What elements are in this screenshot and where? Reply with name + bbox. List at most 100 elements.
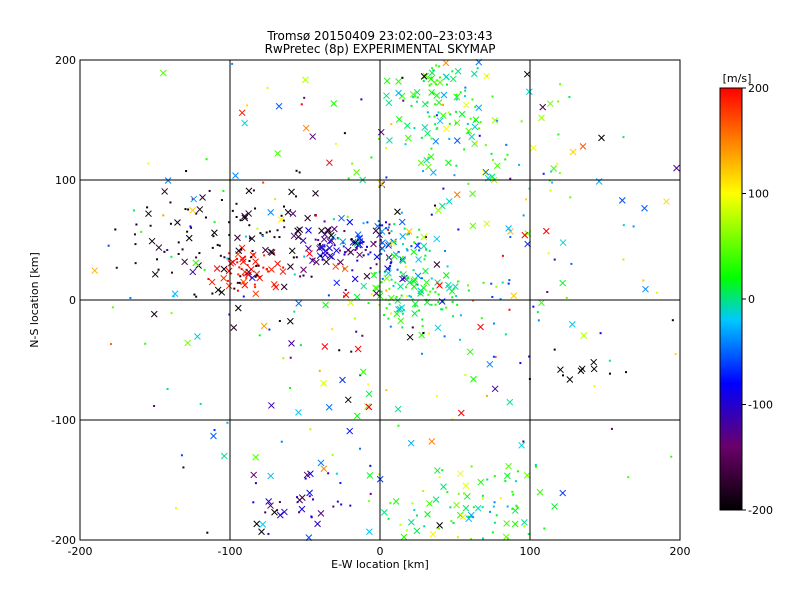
data-point <box>399 257 407 265</box>
data-point <box>298 171 301 174</box>
data-point <box>436 79 444 86</box>
data-point <box>380 508 388 516</box>
data-point <box>632 225 635 228</box>
data-point <box>431 67 434 70</box>
data-point <box>442 272 450 279</box>
data-point <box>265 268 268 271</box>
data-point <box>441 469 444 472</box>
data-point <box>420 284 428 292</box>
data-point <box>451 296 454 299</box>
data-point <box>421 325 424 328</box>
data-point <box>220 265 228 273</box>
data-point <box>411 276 418 283</box>
data-point <box>267 472 275 480</box>
data-point <box>274 260 281 268</box>
data-point <box>464 89 467 92</box>
data-point <box>278 236 281 239</box>
data-point <box>258 528 265 536</box>
data-point <box>434 279 441 286</box>
data-point <box>413 127 416 130</box>
data-point <box>238 109 246 117</box>
data-point <box>346 215 349 218</box>
data-point <box>598 134 605 142</box>
data-point <box>339 376 346 384</box>
data-point <box>318 369 321 372</box>
data-point <box>253 283 256 286</box>
data-point <box>195 256 198 259</box>
data-point <box>400 533 408 541</box>
data-point <box>506 505 509 508</box>
data-point <box>295 409 302 416</box>
data-point <box>435 64 438 67</box>
data-point <box>339 238 347 246</box>
data-point <box>501 254 504 257</box>
data-point <box>437 300 440 303</box>
data-point <box>476 67 479 70</box>
data-point <box>228 313 231 316</box>
data-point <box>478 127 481 130</box>
data-point <box>438 65 441 68</box>
data-point <box>546 100 554 107</box>
data-point <box>418 309 421 312</box>
data-point <box>248 224 251 227</box>
chart-subtitle: RwPretec (8p) EXPERIMENTAL SKYMAP <box>265 42 496 56</box>
data-point <box>674 352 677 355</box>
data-point <box>353 412 361 420</box>
data-point <box>434 467 441 474</box>
data-point <box>302 76 309 84</box>
data-point <box>251 249 254 252</box>
data-point <box>569 148 577 156</box>
data-point <box>309 133 317 140</box>
data-point <box>469 515 472 518</box>
data-point <box>317 243 324 251</box>
data-point <box>406 233 409 236</box>
data-point <box>223 256 226 259</box>
data-point <box>489 510 492 513</box>
data-point <box>385 242 392 249</box>
data-point <box>239 255 246 263</box>
data-point <box>469 117 472 120</box>
data-point <box>532 305 535 308</box>
data-point <box>185 234 193 242</box>
data-point <box>521 519 528 526</box>
data-point <box>385 227 388 230</box>
data-point <box>420 277 423 280</box>
data-point <box>508 308 511 311</box>
data-point <box>399 523 402 526</box>
data-point <box>434 291 437 294</box>
data-point <box>492 355 495 358</box>
data-point <box>402 99 405 102</box>
data-point <box>464 86 467 89</box>
data-point <box>342 245 345 248</box>
data-point <box>507 282 510 285</box>
data-point <box>492 322 495 325</box>
data-point <box>347 248 355 256</box>
data-point <box>254 482 257 485</box>
data-point <box>278 501 281 504</box>
data-point <box>444 281 452 289</box>
data-point <box>387 228 390 231</box>
data-point <box>537 319 540 322</box>
data-point <box>282 357 285 360</box>
data-point <box>455 98 458 101</box>
data-point <box>333 244 336 247</box>
data-point <box>383 92 390 100</box>
data-point <box>365 390 373 398</box>
data-point <box>331 328 334 331</box>
data-point <box>156 258 159 261</box>
data-point <box>254 207 257 210</box>
data-point <box>421 124 429 131</box>
data-point <box>234 234 241 242</box>
data-point <box>265 231 268 234</box>
data-point <box>114 228 117 231</box>
data-point <box>189 268 197 276</box>
colorbar <box>719 87 743 511</box>
data-point <box>427 332 430 335</box>
data-point <box>359 368 367 376</box>
data-point <box>420 352 423 355</box>
data-point <box>453 93 461 101</box>
data-point <box>390 230 393 233</box>
data-point <box>530 144 537 152</box>
data-point <box>481 506 484 509</box>
data-point <box>174 219 181 226</box>
